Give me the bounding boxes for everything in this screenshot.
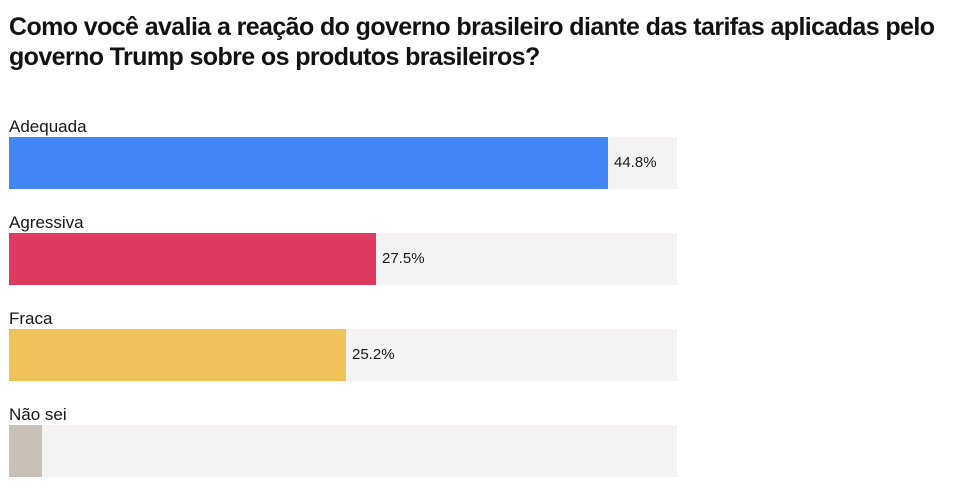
- category-label: Agressiva: [9, 213, 84, 232]
- bar-track: 27.5%: [9, 233, 677, 285]
- chart-title: Como você avalia a reação do governo bra…: [9, 13, 935, 71]
- category-label: Não sei: [9, 405, 67, 424]
- bar-group: Agressiva 27.5%: [9, 213, 677, 303]
- value-label: 27.5%: [382, 250, 425, 267]
- bar-group: Não sei: [9, 405, 677, 495]
- bar-track: 25.2%: [9, 329, 677, 381]
- bar-group: Adequada 44.8%: [9, 117, 677, 207]
- bar: [9, 137, 608, 189]
- bar-chart: Adequada 44.8% Agressiva 27.5% Fraca 25.2% Não…: [9, 117, 677, 477]
- value-label: 44.8%: [614, 154, 657, 171]
- bar: [9, 329, 346, 381]
- value-label: 25.2%: [352, 346, 395, 363]
- bar: [9, 425, 42, 477]
- category-label: Fraca: [9, 309, 53, 328]
- bar: [9, 233, 376, 285]
- bar-track: [9, 425, 677, 477]
- bar-track: 44.8%: [9, 137, 677, 189]
- category-label: Adequada: [9, 117, 87, 136]
- bar-group: Fraca 25.2%: [9, 309, 677, 399]
